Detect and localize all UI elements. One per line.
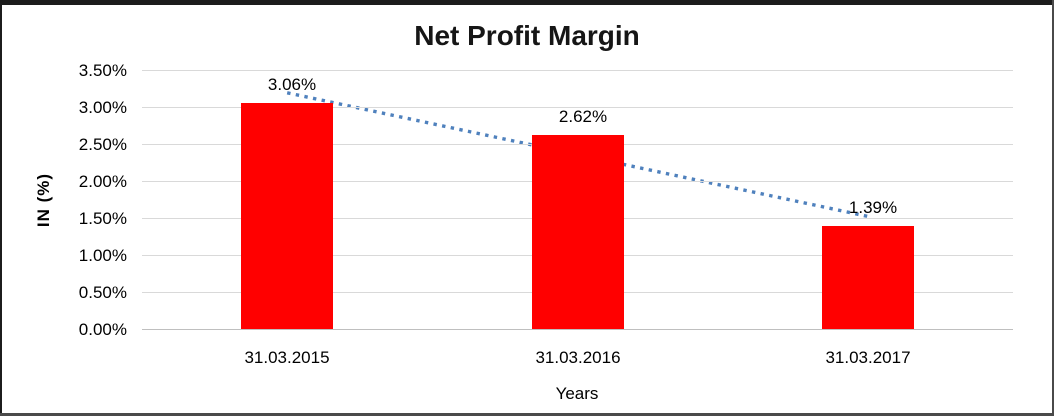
frame-border-top [0, 0, 1054, 5]
x-tick-label: 31.03.2015 [244, 348, 330, 367]
y-tick-label: 0.00% [78, 320, 127, 339]
x-axis-title: Years [555, 384, 599, 403]
y-tick-label: 3.00% [78, 98, 127, 117]
y-tick-label: 2.00% [78, 172, 127, 191]
bar-value-label: 1.39% [848, 198, 898, 217]
gridline [142, 107, 1013, 108]
gridline [142, 329, 1013, 330]
bar-value-label: 2.62% [558, 107, 608, 126]
chart-title: Net Profit Margin [414, 20, 640, 51]
x-tick-label: 31.03.2016 [535, 348, 621, 367]
y-tick-label: 1.00% [78, 246, 127, 265]
frame-border-bottom [0, 413, 1054, 416]
bar [532, 135, 624, 329]
y-tick-label: 3.50% [78, 61, 127, 80]
bar [241, 103, 333, 329]
bar-value-label: 3.06% [267, 75, 317, 94]
x-tick-label: 31.03.2017 [825, 348, 911, 367]
y-tick-label: 1.50% [78, 209, 127, 228]
frame-border-left [0, 0, 2, 416]
bar [822, 226, 914, 329]
frame-border-right [1052, 0, 1054, 416]
y-tick-label: 2.50% [78, 135, 127, 154]
gridline [142, 70, 1013, 71]
y-tick-label: 0.50% [78, 283, 127, 302]
